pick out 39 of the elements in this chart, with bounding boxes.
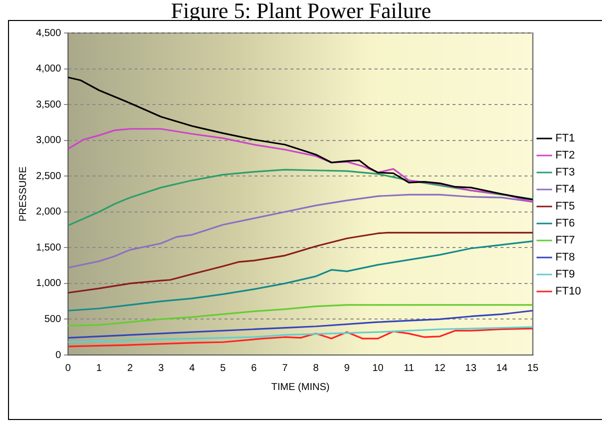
x-tick-label: 0 [65, 362, 72, 374]
chart-title: Figure 5: Plant Power Failure [170, 0, 432, 24]
legend-label: FT10 [555, 286, 582, 298]
x-tick-label: 10 [372, 362, 384, 374]
x-tick-label: 11 [404, 362, 415, 374]
legend-label: FT2 [555, 150, 575, 162]
x-tick-label: 14 [496, 362, 508, 374]
y-axis-title: PRESSURE [18, 166, 29, 222]
x-tick-label: 4 [189, 362, 196, 374]
legend-label: FT1 [555, 132, 575, 145]
y-tick-label: 1,500 [36, 242, 62, 254]
x-tick-label: 2 [127, 362, 134, 374]
legend-label: FT7 [555, 234, 575, 247]
x-tick-label: 1 [96, 362, 102, 374]
legend-label: FT8 [555, 252, 575, 264]
y-tick-label: 2,500 [36, 170, 62, 182]
legend-label: FT9 [555, 268, 575, 281]
y-tick-label: 500 [44, 314, 62, 325]
y-tick-label: 4,000 [36, 64, 62, 75]
x-tick-label: 13 [465, 362, 477, 374]
y-tick-label: 4,500 [36, 28, 62, 39]
x-tick-label: 3 [158, 362, 164, 374]
legend-label: FT4 [555, 184, 575, 196]
y-tick-label: 1,000 [36, 278, 62, 290]
x-tick-label: 9 [344, 362, 350, 374]
x-tick-label: 8 [313, 362, 320, 374]
x-tick-label: 6 [251, 362, 258, 374]
legend-label: FT5 [555, 200, 575, 213]
y-tick-label: 3,500 [36, 99, 62, 110]
legend-label: FT3 [555, 166, 575, 179]
x-tick-label: 15 [527, 362, 539, 374]
y-tick-label: 0 [55, 350, 62, 361]
y-tick-label: 3,000 [36, 135, 62, 146]
legend-label: FT6 [555, 218, 575, 230]
x-tick-label: 12 [434, 362, 446, 374]
y-tick-label: 2,000 [36, 206, 62, 218]
x-axis-title: TIME (MINS) [271, 382, 330, 393]
x-tick-label: 5 [220, 362, 226, 374]
x-tick-label: 7 [282, 362, 288, 374]
